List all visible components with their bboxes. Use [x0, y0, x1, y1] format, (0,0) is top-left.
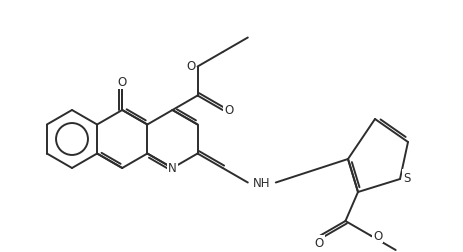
Text: O: O	[117, 76, 126, 88]
Text: O: O	[372, 229, 382, 242]
Text: O: O	[314, 236, 323, 249]
Text: S: S	[402, 171, 410, 184]
Text: O: O	[186, 60, 195, 73]
Text: O: O	[224, 104, 233, 117]
Text: NH: NH	[252, 176, 270, 189]
Text: N: N	[168, 162, 176, 175]
